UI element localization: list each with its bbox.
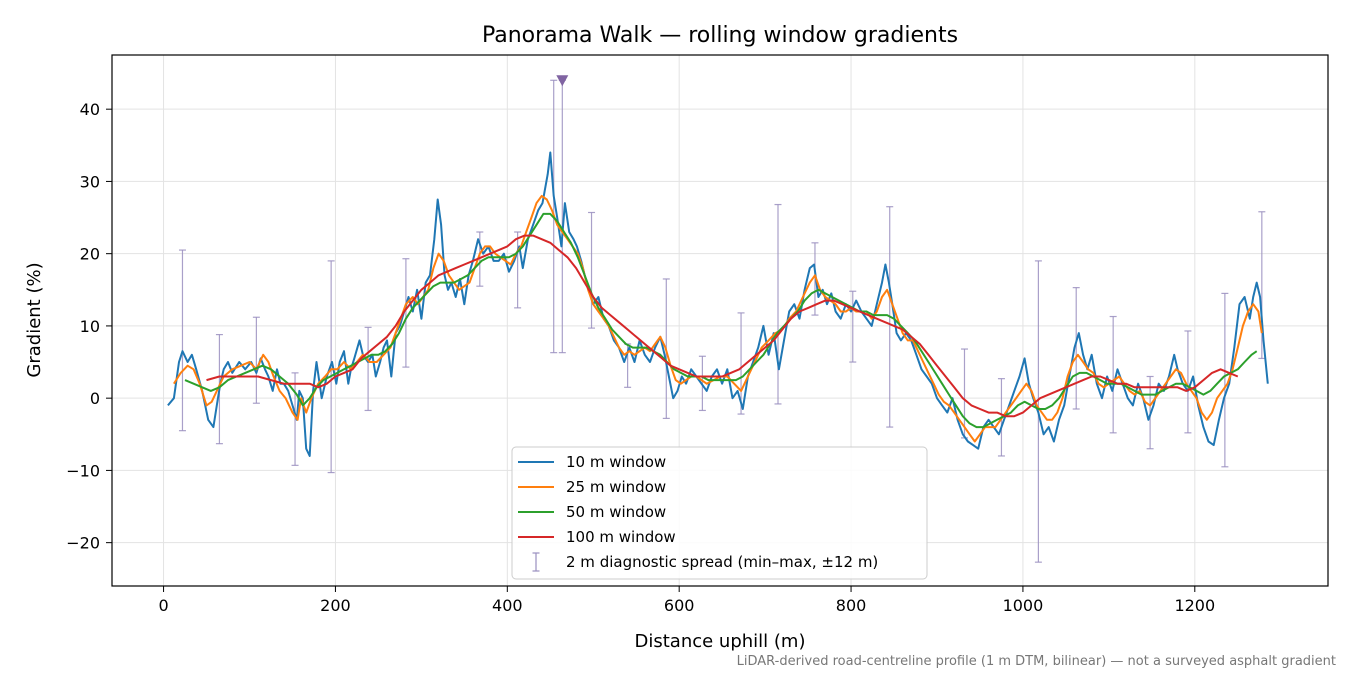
legend-label: 100 m window [566,528,676,546]
markers [556,75,569,87]
chart-title: Panorama Walk — rolling window gradients [482,23,958,48]
error-bar [291,372,299,466]
error-bar [1184,330,1192,434]
x-axis-label: Distance uphill (m) [635,631,806,652]
error-bar [1109,315,1117,434]
error-bar [1258,211,1266,360]
grid [112,55,1328,586]
series-line [206,234,1239,418]
footnote: LiDAR-derived road-centreline profile (1… [737,654,1336,669]
x-tick-label: 800 [836,596,867,615]
x-tick-label: 0 [158,596,168,615]
plot-frame [111,54,1329,587]
y-axis-label: Gradient (%) [24,262,45,377]
y-tick-label: 40 [80,100,100,119]
legend-label: 2 m diagnostic spread (min–max, ±12 m) [566,553,878,571]
x-tick-label: 600 [664,596,695,615]
error-bar [849,290,857,363]
x-tick-label: 400 [492,596,523,615]
legend-label: 50 m window [566,503,666,521]
series-line [184,212,1258,429]
x-tick-label: 200 [320,596,351,615]
clipped-marker [556,75,569,87]
y-tick-label: −10 [66,461,100,480]
legend-box [511,446,928,580]
legend-label: 10 m window [566,453,666,471]
legend: 10 m window 25 m window 50 m window 100 m w… [511,446,928,580]
legend-entry: 25 m window [518,478,666,496]
y-tick-label: 30 [80,172,100,191]
series-line [173,194,1263,443]
error-bar [402,258,410,368]
y-tick-label: −20 [66,534,100,553]
error-bar [178,249,186,432]
error-bar [811,242,819,316]
error-bar [1221,292,1229,468]
x-tick-label: 1000 [1003,596,1044,615]
series-line [167,151,1269,457]
error-bar [588,211,596,329]
legend-entry: 100 m window [518,528,676,546]
legend-entry: 10 m window [518,453,666,471]
x-ticks: 0 200 400 600 800 1000 1200 [158,586,1215,615]
y-tick-label: 0 [90,389,100,408]
legend-entry: 2 m diagnostic spread (min–max, ±12 m) [532,552,878,572]
x-tick-label: 1200 [1174,596,1215,615]
legend-entry: 50 m window [518,503,666,521]
error-bar [774,203,782,405]
y-tick-label: 20 [80,245,100,264]
error-bar [364,326,372,412]
error-bar [737,312,745,415]
y-ticks: −20 −10 0 10 20 30 40 [66,100,112,553]
error-bar [514,231,522,309]
y-tick-label: 10 [80,317,100,336]
error-bar [1072,287,1080,410]
series-lines [167,151,1269,457]
error-bar [252,316,260,404]
legend-label: 25 m window [566,478,666,496]
